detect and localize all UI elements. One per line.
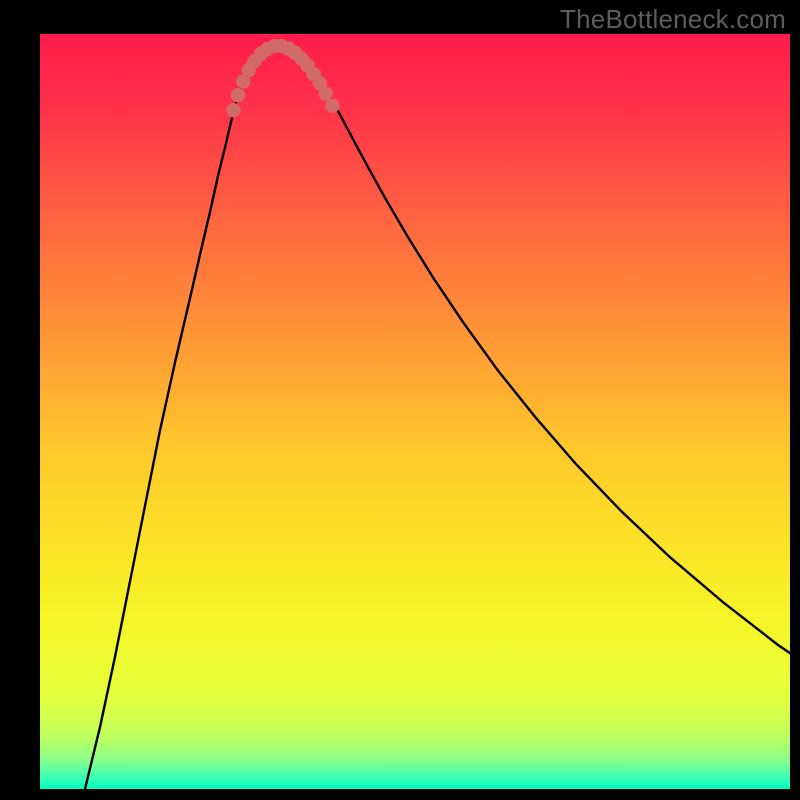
watermark-label: TheBottleneck.com <box>560 4 786 35</box>
gradient-background <box>40 34 790 789</box>
curve-marker <box>226 103 240 117</box>
curve-marker <box>319 86 333 100</box>
curve-marker <box>231 88 245 102</box>
chart-plot-area <box>40 34 790 789</box>
curve-marker <box>325 99 339 113</box>
